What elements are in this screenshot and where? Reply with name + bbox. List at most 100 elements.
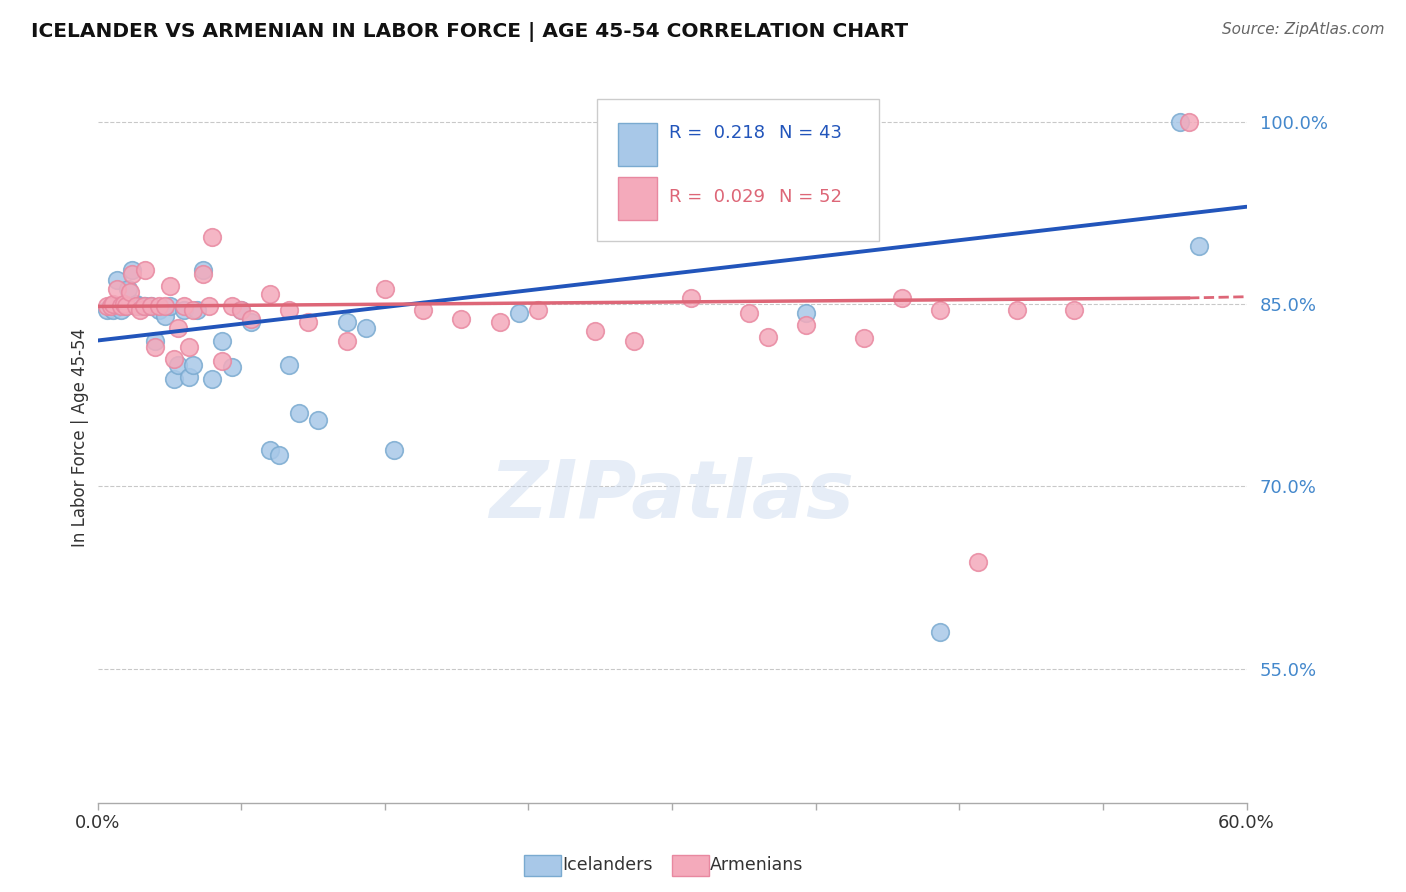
Point [1005, 303, 1028, 318]
Point [1063, 303, 1085, 318]
Point [450, 311, 472, 326]
Point [96, 303, 118, 318]
Point [115, 300, 138, 314]
Point [143, 334, 166, 348]
Point [211, 354, 233, 368]
Point [153, 309, 176, 323]
Point [967, 555, 990, 569]
Point [173, 300, 195, 314]
Point [307, 412, 329, 426]
Point [335, 315, 357, 329]
Point [852, 331, 875, 345]
Point [278, 358, 301, 372]
Point [412, 303, 434, 318]
Point [110, 300, 132, 314]
Point [259, 442, 281, 457]
Point [929, 303, 952, 318]
Point [1188, 238, 1211, 252]
Point [141, 300, 163, 314]
Point [115, 300, 138, 314]
Point [374, 282, 396, 296]
Point [125, 300, 148, 314]
Point [121, 267, 143, 281]
Point [488, 315, 510, 329]
Point [929, 625, 952, 640]
Point [794, 305, 817, 319]
Point [221, 360, 243, 375]
Point [221, 300, 243, 314]
Point [181, 358, 204, 372]
Point [384, 442, 406, 457]
Point [101, 297, 124, 311]
FancyBboxPatch shape [598, 98, 879, 241]
Point [153, 300, 176, 314]
Point [890, 291, 912, 305]
Point [211, 334, 233, 348]
Point [96, 300, 118, 314]
Text: Icelanders: Icelanders [562, 856, 652, 874]
Point [737, 305, 759, 319]
Point [105, 300, 128, 314]
Text: ICELANDER VS ARMENIAN IN LABOR FORCE | AGE 45-54 CORRELATION CHART: ICELANDER VS ARMENIAN IN LABOR FORCE | A… [31, 22, 908, 42]
Point [354, 321, 377, 335]
Point [100, 300, 122, 314]
Point [132, 300, 155, 314]
Point [148, 300, 170, 314]
Point [623, 334, 645, 348]
Point [167, 358, 190, 372]
Point [181, 303, 204, 318]
Text: Armenians: Armenians [710, 856, 803, 874]
Point [105, 273, 128, 287]
Point [120, 285, 142, 299]
Point [756, 330, 779, 344]
Point [141, 300, 163, 314]
Point [287, 407, 309, 421]
Point [297, 315, 319, 329]
Point [231, 303, 253, 318]
Text: ZIPatlas: ZIPatlas [489, 458, 855, 535]
Text: R =  0.029: R = 0.029 [669, 188, 765, 206]
Point [191, 267, 214, 281]
Point [179, 370, 201, 384]
Point [278, 303, 301, 318]
Point [1178, 114, 1201, 128]
Point [585, 324, 607, 338]
Point [231, 303, 253, 318]
Point [110, 303, 132, 318]
Point [173, 303, 195, 318]
Point [794, 318, 817, 332]
Point [125, 300, 148, 314]
Point [508, 305, 530, 319]
Point [1168, 114, 1191, 128]
Point [132, 300, 155, 314]
Point [163, 351, 186, 366]
FancyBboxPatch shape [619, 122, 657, 166]
Point [128, 300, 150, 314]
Point [143, 340, 166, 354]
Point [197, 300, 219, 314]
Point [239, 315, 262, 329]
Point [259, 287, 281, 301]
Point [134, 263, 156, 277]
Point [121, 263, 143, 277]
Text: Source: ZipAtlas.com: Source: ZipAtlas.com [1222, 22, 1385, 37]
Point [101, 303, 124, 318]
Point [186, 303, 208, 318]
Point [134, 300, 156, 314]
Point [527, 303, 550, 318]
Text: N = 52: N = 52 [779, 188, 842, 206]
Point [117, 282, 139, 296]
Point [239, 311, 262, 326]
Point [201, 372, 224, 386]
Point [269, 448, 291, 462]
Point [105, 282, 128, 296]
Point [179, 340, 201, 354]
Point [125, 297, 148, 311]
Y-axis label: In Labor Force | Age 45-54: In Labor Force | Age 45-54 [72, 328, 89, 548]
Point [201, 230, 224, 244]
Point [159, 278, 181, 293]
Point [167, 321, 190, 335]
Point [163, 372, 186, 386]
Point [335, 334, 357, 348]
Point [148, 303, 170, 318]
